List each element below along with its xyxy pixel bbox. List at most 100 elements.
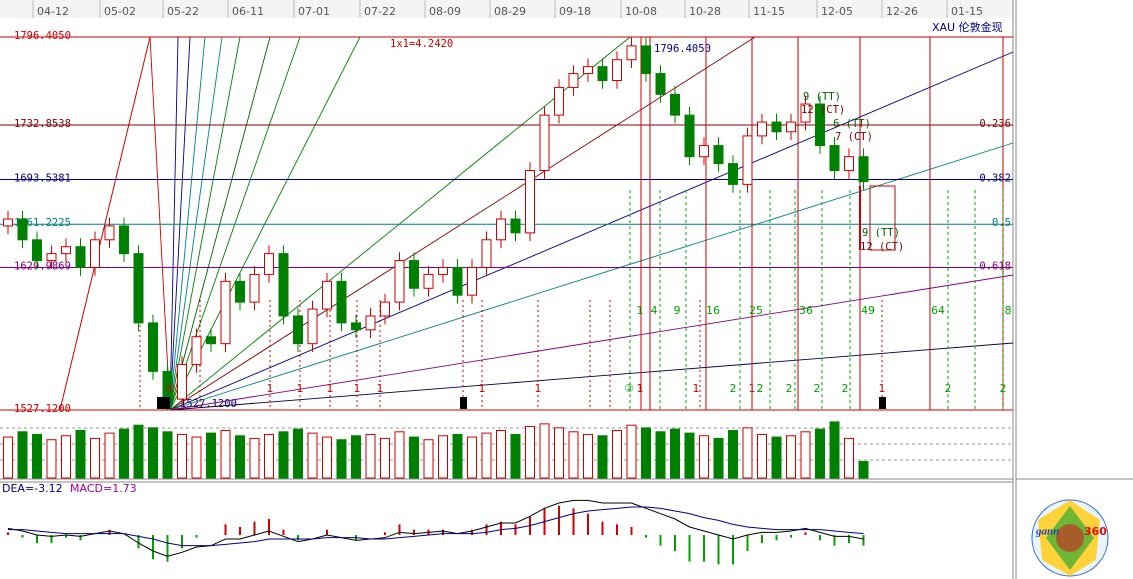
candle-body [597,66,608,82]
annotation: 6 (TT) [833,118,871,130]
level-label: 1693.5381 [14,172,71,184]
candle-body [235,280,245,303]
annotation: 9 (TT) [862,227,900,239]
high-label: 1796.4050 [654,43,711,55]
fan-line [169,274,1014,411]
fan-line [169,51,1014,411]
volume-bar [815,428,825,479]
candle-body [119,225,129,255]
logo-shape [1056,524,1084,552]
macd-line [8,506,864,547]
candle-body [670,93,680,116]
ratio-label: 0.618 [979,261,1011,273]
volume-bar [684,432,695,479]
square-count: 8 [1005,304,1012,317]
cycle-mark: 1 [377,382,384,395]
top-label: 1x1=4.2420 [390,38,453,50]
candle-body [583,66,593,75]
candle-body [844,156,854,172]
cycle-mark: 2 [1000,382,1007,395]
candle-body [380,301,390,317]
candle-body [17,218,28,241]
volume-bar [844,437,854,479]
candle-body [307,308,318,345]
candle-body [641,45,651,75]
candle-body [858,156,869,183]
logo-number: 360 [1084,525,1107,538]
square-count: 1 [637,304,644,317]
candle-body [786,121,796,133]
cycle-mark: 2 [757,382,764,395]
fan-line [169,36,361,411]
cycle-mark: 1 [297,382,304,395]
candle-body [713,145,724,165]
fan-line [169,36,271,411]
volume-bar [699,435,709,479]
candle-body [568,73,579,88]
square-count: 4 [651,304,658,317]
fan-line [149,36,171,411]
macd-label: MACD=1.73 [70,482,137,495]
volume-bar [206,432,216,479]
volume-bar [467,436,477,479]
ratio-label: 0.5 [992,217,1011,229]
marker [163,397,170,409]
candle-body [365,315,376,331]
volume-bar [728,429,738,479]
logo-name: gann [1035,526,1059,538]
volume-bar [554,427,564,479]
cycle-mark: ① [165,382,175,395]
candle-body [75,246,86,268]
candle-body [409,260,419,289]
candle-body [177,363,187,400]
volume-bar [858,461,869,479]
candle-body [264,253,274,275]
cycle-mark: 1 [479,382,486,395]
candle-body [626,45,637,61]
volume-bar [351,435,361,479]
candle-body [699,145,709,158]
volume-bar [46,439,57,479]
cycle-mark: 1 [267,382,274,395]
date-label: 12-05 [821,5,853,18]
date-label: 08-29 [494,5,526,18]
cycle-mark: 1 [354,382,361,395]
symbol-label: XAU 伦敦金现 [932,20,1003,34]
date-label: 12-26 [886,5,918,18]
cycle-mark: 2 [786,382,793,395]
volume-bar [539,423,550,479]
volume-bar [220,429,231,479]
candle-body [90,239,100,268]
volume-bar [104,432,115,479]
volume-bar [438,435,448,479]
volume-bar [235,435,245,479]
volume-bar [568,431,579,479]
candle-body [3,218,13,227]
date-label: 09-18 [559,5,591,18]
volume-bar [17,431,28,479]
candle-body [829,145,840,172]
candle-body [510,218,521,234]
volume-bar [61,435,71,479]
date-bar [0,0,1013,18]
candle-body [525,170,535,234]
cycle-mark: 1 [637,382,644,395]
date-label: 04-12 [37,5,69,18]
volume-bar [307,432,318,479]
date-label: 10-08 [625,5,657,18]
fan-line [59,36,151,411]
volume-bar [670,428,680,479]
volume-bar [177,433,187,479]
volume-bar [757,433,767,479]
candle-body [336,280,347,324]
volume-bar [655,431,666,479]
fan-line [169,36,179,411]
square-count: 9 [674,304,681,317]
cycle-mark: 1 [535,382,542,395]
volume-bar [626,424,637,479]
candle-body [655,73,666,95]
candle-body [684,114,695,158]
candle-body [220,280,231,345]
volume-bar [713,437,724,479]
cycle-mark: 2 [842,382,849,395]
